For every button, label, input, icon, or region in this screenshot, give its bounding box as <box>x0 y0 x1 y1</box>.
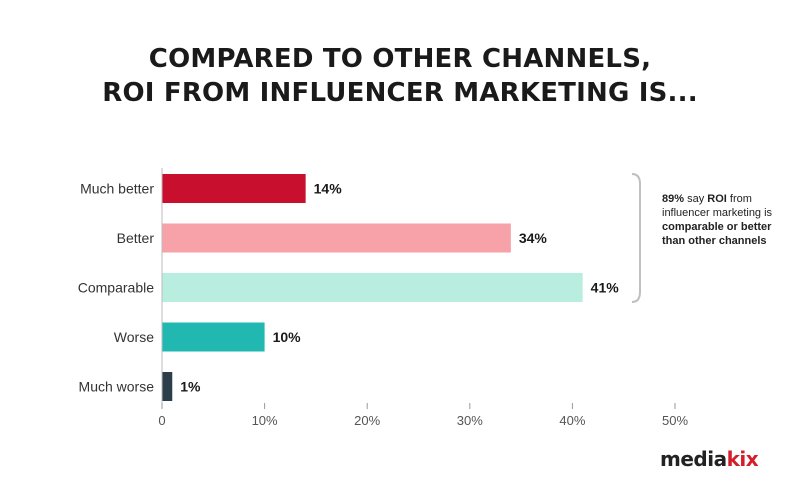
category-labels: Much better Better Comparable Worse Much wor… <box>78 181 155 395</box>
title-line-2: ROI FROM INFLUENCER MARKETING IS... <box>102 78 698 108</box>
callout-bold-3: comparable or better than other channels <box>662 221 772 247</box>
category-label-better: Better <box>117 230 155 246</box>
callout-bold-2: ROI <box>707 193 727 205</box>
callout-bold-1: 89% <box>662 193 685 205</box>
value-label-comparable: 41% <box>591 280 620 296</box>
logo-part-2: kix <box>726 447 759 471</box>
callout-text-2: from influencer marketing is <box>662 193 773 219</box>
mediakix-logo: mediakix <box>660 447 759 471</box>
bar-comparable <box>162 273 583 302</box>
category-label-much-worse: Much worse <box>79 379 155 395</box>
x-tick-label-0: 0 <box>158 413 165 428</box>
x-axis: 0 10% 20% 30% 40% 50% <box>158 168 688 428</box>
value-label-worse: 10% <box>273 329 302 345</box>
callout-text-1: say <box>684 193 708 205</box>
bar-much-better <box>162 174 306 203</box>
x-tick-label-10: 10% <box>252 413 278 428</box>
chart-title: COMPARED TO OTHER CHANNELS, ROI FROM INF… <box>0 42 800 110</box>
x-tick-label-20: 20% <box>354 413 380 428</box>
bars-group <box>162 174 583 401</box>
bar-worse <box>162 322 265 352</box>
value-label-much-better: 14% <box>314 181 343 197</box>
category-label-worse: Worse <box>114 329 154 345</box>
x-tick-label-50: 50% <box>662 413 688 428</box>
category-label-much-better: Much better <box>80 181 154 197</box>
bracket-line <box>631 173 641 303</box>
x-tick-label-40: 40% <box>559 413 585 428</box>
logo-part-1: media <box>660 447 727 471</box>
category-label-comparable: Comparable <box>78 280 154 296</box>
value-label-much-worse: 1% <box>180 379 201 395</box>
bar-much-worse <box>162 372 173 401</box>
value-label-better: 34% <box>519 230 548 246</box>
callout-note: 89% say ROI from influencer marketing is… <box>662 192 792 248</box>
callout-bracket <box>631 173 641 303</box>
x-tick-label-30: 30% <box>457 413 483 428</box>
bar-better <box>162 223 511 253</box>
value-labels: 14% 34% 41% 10% 1% <box>180 181 619 395</box>
title-line-1: COMPARED TO OTHER CHANNELS, <box>148 44 652 74</box>
